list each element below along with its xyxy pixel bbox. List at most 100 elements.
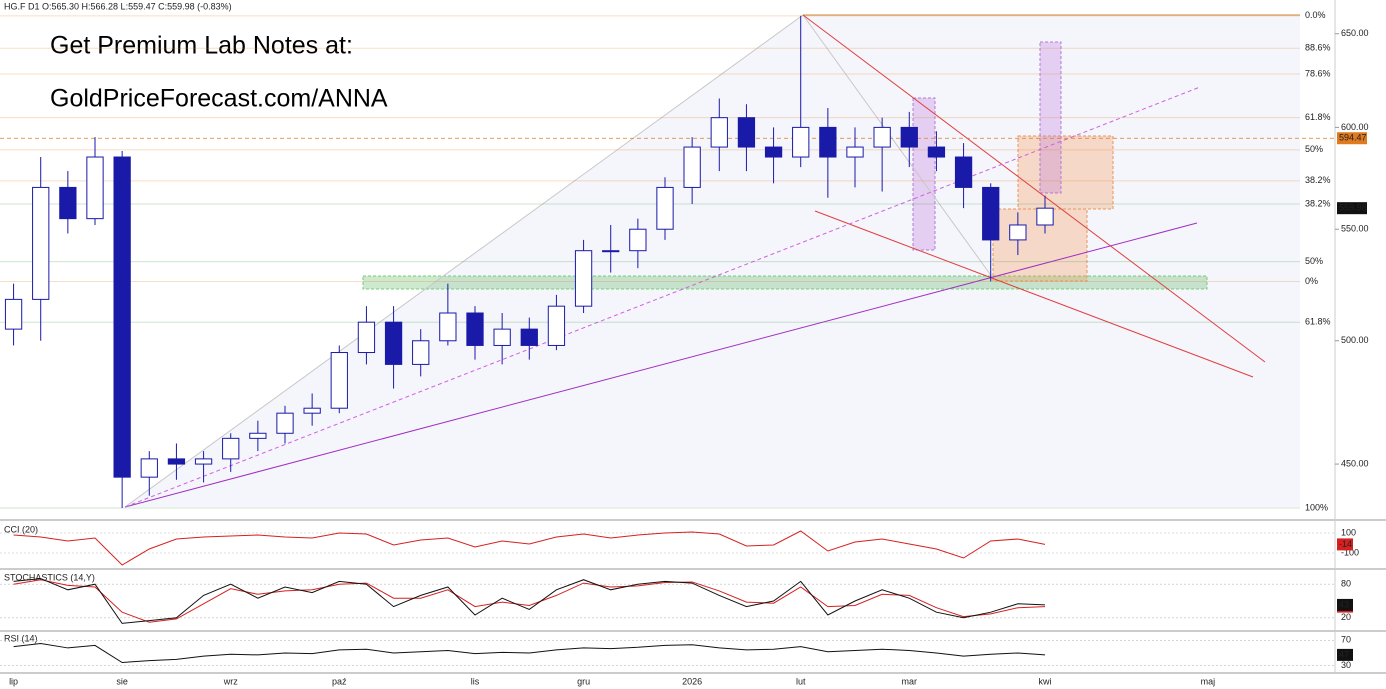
candle-body xyxy=(764,146,783,158)
shade xyxy=(125,15,1300,507)
indicator-line xyxy=(13,642,1046,664)
value-label: -14 xyxy=(1339,539,1352,549)
y-tick-label: 650.00 xyxy=(1341,28,1369,38)
fib-label: 0% xyxy=(1305,276,1318,286)
fib-label: 0.0% xyxy=(1305,10,1326,20)
candle-body xyxy=(683,146,701,188)
candle-body xyxy=(927,146,946,158)
indicator-line xyxy=(13,578,1046,624)
candle-body xyxy=(167,458,186,465)
fib-label: 78.6% xyxy=(1305,68,1331,78)
candle-body xyxy=(873,126,891,148)
y-tick-label: 600.00 xyxy=(1341,122,1369,132)
fib-label: 61.8% xyxy=(1305,317,1331,327)
panel-title: CCI (20) xyxy=(4,524,38,534)
y-tick-label: 30 xyxy=(1341,660,1351,670)
trend-line xyxy=(124,14,804,508)
trend-line xyxy=(802,14,996,282)
candle-body xyxy=(384,321,403,365)
y-tick-label: 70 xyxy=(1341,635,1351,645)
watermark: Get Premium Lab Notes at: xyxy=(50,32,353,60)
candle-body xyxy=(276,412,294,434)
x-tick-label: lip xyxy=(9,676,18,686)
candle-body xyxy=(222,437,240,460)
projection-box xyxy=(912,97,936,251)
drawings xyxy=(0,0,1386,674)
y-tick-label: 80 xyxy=(1341,579,1351,589)
candle-body xyxy=(900,126,918,148)
fib-label: 50% xyxy=(1305,256,1323,266)
candle-body xyxy=(249,432,267,439)
x-tick-label: paź xyxy=(332,676,347,686)
last-price-label: 559.98 xyxy=(1339,203,1367,213)
fib-label: 61.8% xyxy=(1305,112,1331,122)
candle-body xyxy=(846,146,864,158)
indicator-line xyxy=(13,530,1046,566)
candle-body xyxy=(4,298,23,330)
candle-body xyxy=(954,156,973,188)
candle-body xyxy=(629,228,647,252)
y-tick-label: 550.00 xyxy=(1341,224,1369,234)
x-tick-label: wrz xyxy=(223,676,238,686)
y-tick-label: 500.00 xyxy=(1341,335,1369,345)
value-label: 43 xyxy=(1339,599,1349,609)
fib-label: 50% xyxy=(1305,144,1323,154)
trend-line xyxy=(124,86,1201,508)
value-label: 47 xyxy=(1339,649,1349,659)
watermark: GoldPriceForecast.com/ANNA xyxy=(50,85,388,113)
y-tick-label: 20 xyxy=(1341,612,1351,622)
candle-body xyxy=(32,186,50,300)
candle-body xyxy=(140,458,158,478)
candle-body xyxy=(439,312,457,342)
candle-body xyxy=(602,250,620,253)
candle-body xyxy=(520,328,538,346)
fib-label: 38.2% xyxy=(1305,198,1331,208)
panel-title: STOCHASTICS (14,Y) xyxy=(4,572,95,582)
x-tick-label: lut xyxy=(796,676,806,686)
level-label: 594.47 xyxy=(1339,133,1367,143)
candle-body xyxy=(656,186,674,230)
x-tick-label: 2026 xyxy=(682,676,702,686)
header: HG.F D1 O:565.30 H:566.28 L:559.47 C:559… xyxy=(4,1,232,11)
candle-body xyxy=(982,186,1000,241)
indicator-line xyxy=(13,579,1046,623)
candle-body xyxy=(737,117,756,148)
value-box xyxy=(1337,648,1353,661)
x-tick-label: sie xyxy=(116,676,128,686)
candle-body xyxy=(547,305,566,346)
x-tick-label: maj xyxy=(1201,676,1216,686)
y-tick-label: -100 xyxy=(1341,547,1359,557)
y-tick-label: 100 xyxy=(1341,527,1356,537)
x-tick-label: gru xyxy=(577,676,590,686)
x-tick-label: lis xyxy=(471,676,480,686)
candle-body xyxy=(113,156,131,478)
candle-body xyxy=(574,250,593,307)
candle-body xyxy=(792,126,810,158)
fib-label: 100% xyxy=(1305,502,1328,512)
candle-body xyxy=(59,186,77,220)
candle-body xyxy=(819,126,837,158)
candle-body xyxy=(466,312,484,346)
candle-body xyxy=(330,352,348,409)
target-box xyxy=(1017,135,1114,210)
y-tick-label: 450.00 xyxy=(1341,458,1369,468)
last-price-box xyxy=(1337,202,1367,215)
candle-body xyxy=(710,117,728,148)
candle-body xyxy=(194,458,213,465)
level-box xyxy=(1337,132,1367,145)
fib-label: 38.2% xyxy=(1305,175,1331,185)
candle-body xyxy=(412,340,430,365)
panel-title: RSI (14) xyxy=(4,633,38,643)
value-box xyxy=(1337,538,1353,551)
value-box xyxy=(1337,598,1353,611)
x-tick-label: kwi xyxy=(1039,676,1052,686)
candle-body xyxy=(493,328,511,346)
candle-body xyxy=(1009,224,1027,241)
trend-line xyxy=(814,210,1254,378)
candle-body xyxy=(1036,207,1054,226)
candle-body xyxy=(357,321,376,354)
trend-line xyxy=(124,222,1198,508)
trend-line xyxy=(802,14,1266,363)
candle-body xyxy=(86,156,104,220)
